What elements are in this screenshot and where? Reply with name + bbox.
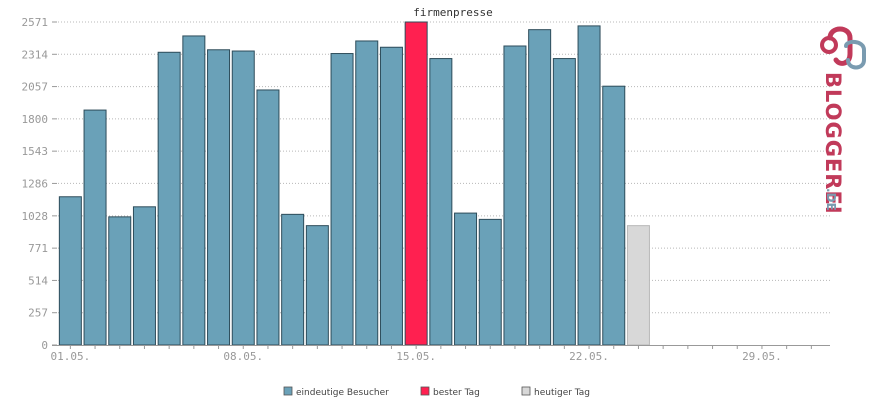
bar xyxy=(58,196,82,346)
x-tick-label: 15.05. xyxy=(396,350,436,363)
y-tick-label: 1800 xyxy=(22,113,49,126)
bar xyxy=(157,51,181,346)
y-tick-label: 1286 xyxy=(22,177,49,190)
bar xyxy=(552,58,576,346)
chart-title: firmenpresse xyxy=(413,6,492,19)
y-tick-label: 2314 xyxy=(22,48,49,61)
bar-best-day xyxy=(404,21,428,346)
bar xyxy=(577,25,601,346)
x-tick-label: 29.05. xyxy=(742,350,782,363)
bar xyxy=(231,50,255,346)
bar xyxy=(454,212,478,346)
bar xyxy=(478,218,502,346)
y-tick-label: 0 xyxy=(41,339,48,352)
legend-label: heutiger Tag xyxy=(534,388,590,398)
bar xyxy=(429,58,453,346)
bar xyxy=(281,213,305,346)
bar xyxy=(503,45,527,346)
legend-swatch xyxy=(521,386,531,396)
logo-suffix: .DE xyxy=(824,188,838,211)
bar xyxy=(182,35,206,346)
legend-swatch xyxy=(420,386,430,396)
bar xyxy=(528,29,552,346)
legend-label: eindeutige Besucher xyxy=(296,388,389,398)
bar xyxy=(108,216,132,346)
logo-text: BLOGGEREI xyxy=(821,72,845,215)
y-tick-label: 2057 xyxy=(22,81,49,94)
legend-swatch xyxy=(283,386,293,396)
y-tick-label: 257 xyxy=(28,307,48,320)
axis-layer: 0 257 514 771 1028 1286 1543 1800 2057 2314 2571 01… xyxy=(22,16,830,363)
y-tick-label: 514 xyxy=(28,274,48,287)
x-tick-label: 22.05. xyxy=(569,350,609,363)
bar xyxy=(379,46,403,346)
logo-mark-icon xyxy=(820,26,866,70)
bar xyxy=(355,40,379,346)
bar xyxy=(305,225,329,346)
y-tick-label: 2571 xyxy=(22,16,49,29)
bar xyxy=(132,206,156,346)
bar xyxy=(602,85,626,346)
bar xyxy=(330,53,354,346)
bar xyxy=(256,89,280,346)
bloggerei-logo: BLOGGEREI .DE xyxy=(820,26,866,215)
y-tick-label: 771 xyxy=(28,242,48,255)
bar xyxy=(207,49,231,346)
bar-today xyxy=(626,225,650,346)
bar xyxy=(83,109,107,346)
legend: eindeutige Besucher bester Tag heutiger Ta… xyxy=(283,386,590,398)
bars-layer xyxy=(58,21,650,346)
y-tick-label: 1543 xyxy=(22,145,49,158)
x-tick-label: 01.05. xyxy=(50,350,90,363)
x-tick-label: 08.05. xyxy=(223,350,263,363)
y-tick-label: 1028 xyxy=(22,210,49,223)
legend-label: bester Tag xyxy=(433,388,480,398)
